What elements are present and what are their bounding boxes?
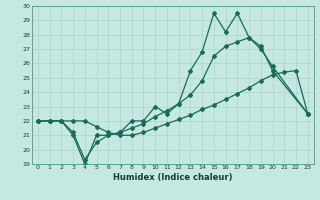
X-axis label: Humidex (Indice chaleur): Humidex (Indice chaleur)	[113, 173, 233, 182]
